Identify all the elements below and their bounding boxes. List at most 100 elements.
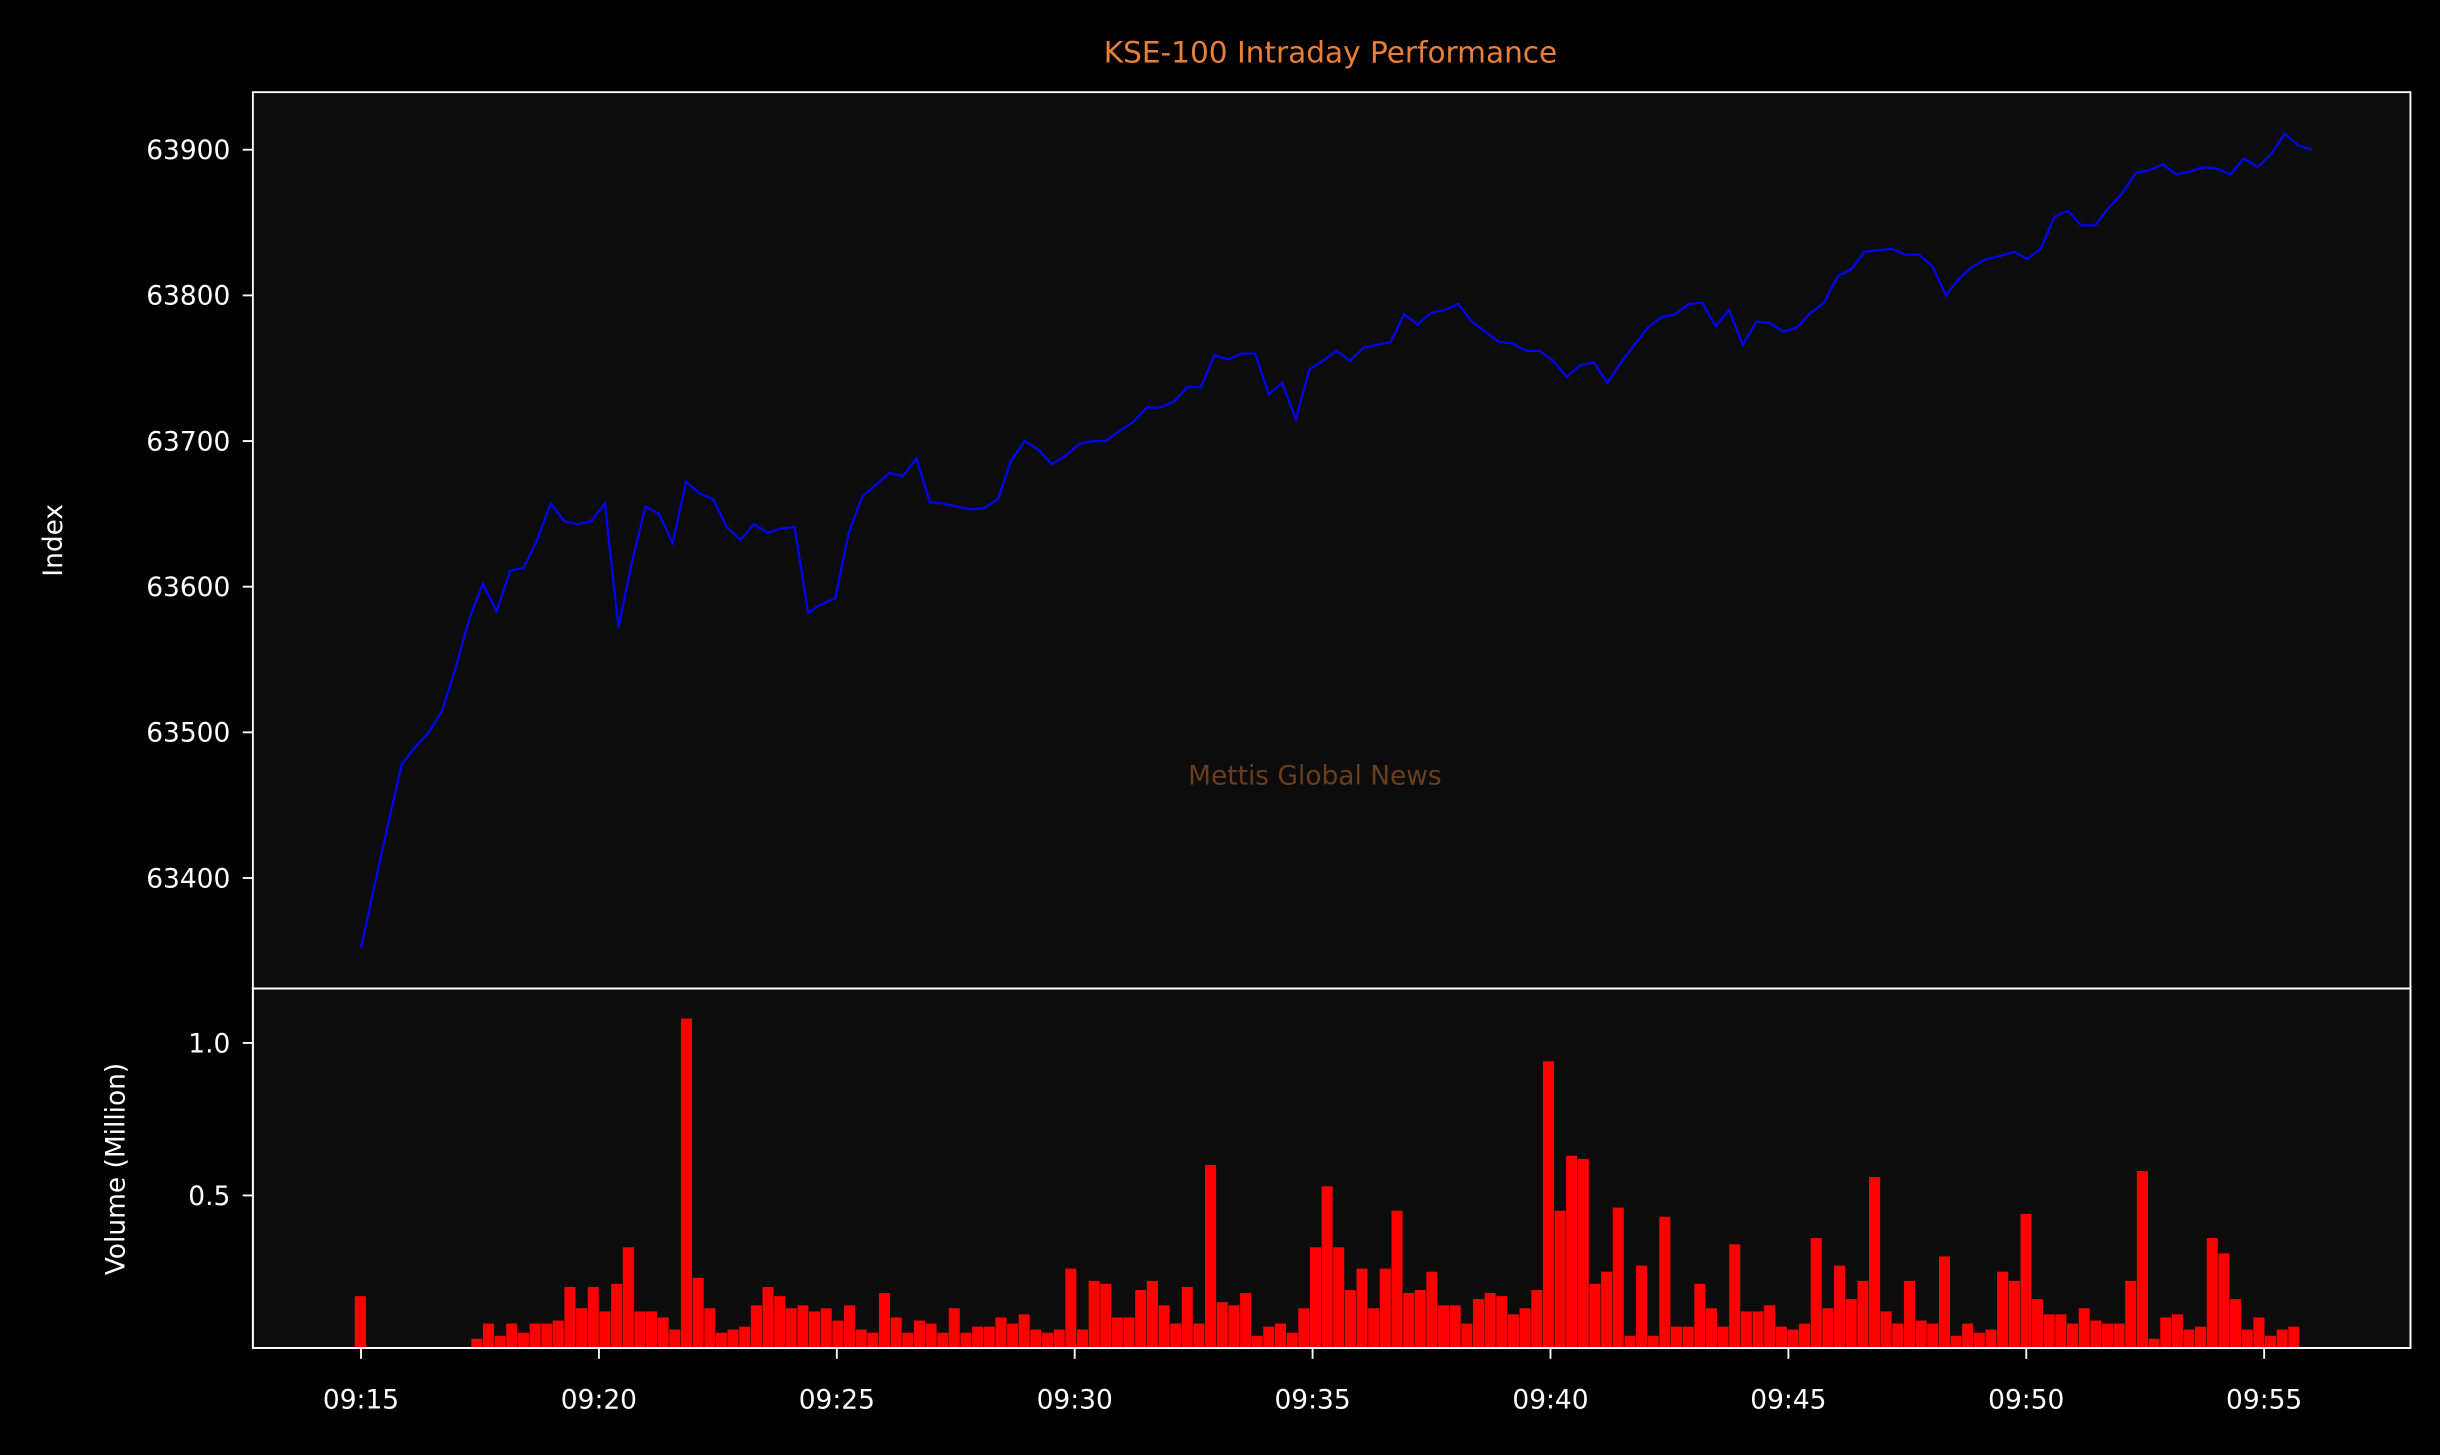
volume-bar <box>983 1326 995 1348</box>
volume-bar <box>354 1296 366 1348</box>
volume-bar <box>1542 1061 1554 1348</box>
volume-bar <box>1554 1210 1566 1348</box>
x-tick-label: 09:35 <box>1274 1385 1350 1416</box>
volume-bar <box>2125 1280 2137 1348</box>
volume-bar <box>1834 1265 1846 1348</box>
volume-bar <box>1449 1305 1461 1348</box>
y-tick-label: 63700 <box>146 426 230 457</box>
volume-bar <box>739 1326 751 1348</box>
volume-bar <box>1333 1247 1345 1348</box>
volume-bar <box>1938 1256 1950 1348</box>
volume-bar <box>1088 1280 1100 1348</box>
volume-bar <box>785 1308 797 1348</box>
volume-bar <box>564 1286 576 1348</box>
volume-bar <box>2148 1338 2160 1348</box>
volume-bar <box>948 1308 960 1348</box>
volume-bar <box>1647 1335 1659 1348</box>
volume-bar <box>1368 1308 1380 1348</box>
volume-bar <box>2183 1329 2195 1348</box>
volume-bar <box>2160 1317 2172 1348</box>
volume-bar <box>2218 1253 2230 1348</box>
volume-bar <box>1810 1238 1822 1348</box>
volume-bar <box>1076 1329 1089 1348</box>
volume-bar <box>832 1320 844 1348</box>
volume-bar <box>1531 1290 1543 1348</box>
volume-bar <box>1123 1317 1135 1348</box>
volume-bar <box>622 1247 634 1348</box>
volume-bar <box>2031 1299 2044 1348</box>
volume-bar <box>587 1286 599 1348</box>
volume-bar <box>2066 1323 2079 1348</box>
volume-bar <box>680 1018 693 1348</box>
volume-bar <box>1158 1305 1170 1348</box>
volume-bar <box>960 1332 972 1348</box>
volume-bar <box>809 1311 821 1348</box>
volume-bar <box>1519 1308 1531 1348</box>
volume-bar <box>517 1332 529 1348</box>
time-x-axis: 09:15 09:20 09:25 09:30 09:35 09:40 09:45 09:50… <box>323 1347 2302 1416</box>
volume-bar <box>797 1305 809 1348</box>
volume-bar <box>1100 1283 1112 1348</box>
volume-panel-frame <box>251 987 2412 1349</box>
volume-bar <box>529 1323 541 1348</box>
volume-bar <box>1857 1280 1869 1348</box>
volume-bar <box>2206 1238 2218 1348</box>
volume-bar <box>471 1338 483 1348</box>
volume-bar <box>1041 1332 1054 1348</box>
volume-bar <box>1962 1323 1974 1348</box>
x-tick-label: 09:30 <box>1037 1385 1113 1416</box>
volume-bar <box>576 1308 588 1348</box>
volume-bar <box>1729 1244 1741 1348</box>
volume-bar <box>1589 1283 1601 1348</box>
volume-bar <box>1880 1311 1892 1348</box>
volume-bar <box>1496 1296 1508 1348</box>
volume-bar <box>1659 1216 1671 1348</box>
volume-bar <box>1216 1302 1228 1348</box>
volume-bar <box>2055 1314 2067 1348</box>
volume-bar <box>1612 1207 1624 1348</box>
volume-bar <box>1787 1329 1799 1348</box>
volume-bar <box>1018 1314 1030 1348</box>
watermark: Mettis Global News <box>1188 761 1442 792</box>
volume-bar <box>820 1308 832 1348</box>
volume-bar <box>2241 1329 2253 1348</box>
volume-bar <box>669 1329 681 1348</box>
volume-bar <box>1473 1299 1485 1348</box>
volume-bar <box>541 1323 553 1348</box>
volume-bar <box>762 1286 774 1348</box>
volume-bar <box>1705 1308 1718 1348</box>
volume-bar <box>1344 1290 1356 1348</box>
volume-bar <box>1507 1314 1519 1348</box>
volume-bar <box>2043 1314 2055 1348</box>
volume-bar <box>1636 1265 1648 1348</box>
volume-bar <box>878 1293 890 1348</box>
volume-bar <box>2264 1335 2277 1348</box>
volume-bar <box>902 1332 914 1348</box>
volume-bar <box>972 1326 984 1348</box>
x-tick-label: 09:20 <box>561 1385 637 1416</box>
volume-bar <box>1321 1186 1333 1348</box>
price-panel <box>251 91 2412 990</box>
volume-bar <box>1065 1268 1077 1348</box>
volume-bar <box>1752 1311 1764 1348</box>
volume-bar <box>1927 1323 1939 1348</box>
volume-bar <box>1717 1326 1729 1348</box>
volume-bar <box>1903 1280 1915 1348</box>
y-tick-label: 63600 <box>146 572 230 603</box>
volume-bar <box>715 1332 727 1348</box>
volume-bar <box>1670 1326 1683 1348</box>
volume-bar <box>657 1317 669 1348</box>
volume-bar <box>2288 1326 2300 1348</box>
volume-bar <box>611 1283 623 1348</box>
volume-bar <box>2020 1213 2032 1348</box>
volume-bar <box>890 1317 902 1348</box>
volume-bar <box>1146 1280 1158 1348</box>
volume-bar <box>1577 1158 1589 1348</box>
volume-bar <box>1135 1290 1147 1348</box>
volume-bar <box>1461 1323 1473 1348</box>
volume-bar <box>645 1311 658 1348</box>
volume-bar <box>1309 1247 1322 1348</box>
volume-bar <box>1892 1323 1904 1348</box>
volume-bar <box>1624 1335 1636 1348</box>
